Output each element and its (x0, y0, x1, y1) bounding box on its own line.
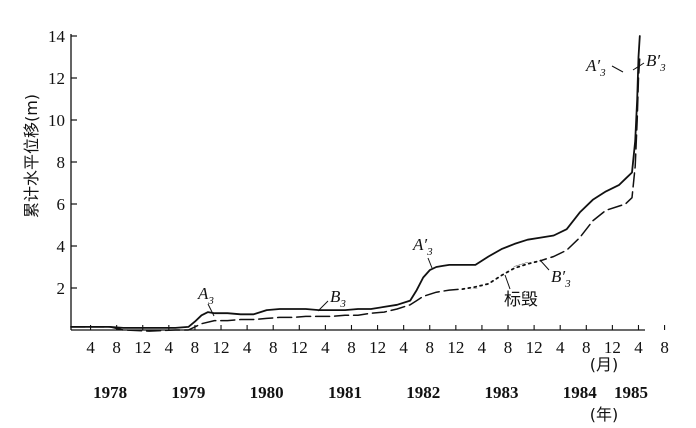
x-tick-label: 4 (634, 338, 643, 357)
x-tick-label: 4 (478, 338, 487, 357)
leader-a3-prime-mid (427, 257, 433, 269)
month-unit-label: (月) (590, 355, 619, 374)
leader-a3 (207, 303, 215, 317)
year-label: 1985 (614, 383, 648, 402)
x-tick-label: 8 (582, 338, 591, 357)
x-tick-label: 4 (86, 338, 95, 357)
x-tick-label: 4 (556, 338, 565, 357)
year-unit-label: (年) (590, 405, 619, 424)
label-b3-prime-mid: B′3 (551, 267, 571, 290)
year-label: 1981 (328, 383, 362, 402)
year-label: 1979 (171, 383, 205, 402)
x-tick-label: 4 (321, 338, 330, 357)
label-b3-prime-top: B′3 (646, 51, 666, 74)
leader-a3-prime-top (611, 65, 624, 73)
series-line-b3 (70, 56, 641, 332)
x-tick-label: 12 (447, 338, 464, 357)
x-tick-label: 4 (399, 338, 408, 357)
label-a3-prime-top: A′3 (585, 56, 606, 79)
x-tick-label: 8 (504, 338, 513, 357)
y-tick-label: 2 (57, 279, 66, 298)
x-tick-label: 12 (213, 338, 230, 357)
x-tick-label: 8 (112, 338, 121, 357)
y-axis-label: 累计水平位移(m) (22, 94, 41, 218)
year-label: 1984 (563, 383, 598, 402)
y-tick-label: 4 (57, 237, 66, 256)
leader-b3-prime-top (632, 62, 645, 71)
label-destroyed: 标毁 (504, 290, 538, 310)
x-tick-label: 4 (243, 338, 252, 357)
label-b3: B3 (330, 287, 346, 310)
series-group (70, 35, 641, 332)
leader-b3-prime-mid (539, 259, 550, 271)
x-tick-label: 4 (165, 338, 174, 357)
x-tick-label: 12 (369, 338, 386, 357)
leader-destroyed (504, 274, 511, 290)
x-tick-label: 8 (269, 338, 278, 357)
label-a3: A3 (197, 284, 214, 307)
y-tick-label: 10 (48, 111, 65, 130)
year-label: 1978 (93, 383, 127, 402)
y-tick-label: 12 (48, 69, 65, 88)
year-label: 1983 (485, 383, 519, 402)
x-tick-label: 12 (291, 338, 308, 357)
y-tick-label: 8 (57, 153, 66, 172)
x-tick-label: 8 (426, 338, 435, 357)
leader-b3 (317, 300, 329, 312)
x-tick-label: 12 (604, 338, 621, 357)
y-tick-label: 14 (48, 27, 66, 46)
series-line-a3 (70, 35, 641, 329)
label-a3-prime-mid: A′3 (412, 235, 433, 258)
x-tick-label: 8 (347, 338, 356, 357)
series-line-b3-destroyed-segment (461, 259, 542, 291)
x-tick-label: 8 (191, 338, 200, 357)
x-tick-label: 8 (660, 338, 669, 357)
annotations: A3 B3 A′3 B′3 标毁 A′3 B′3 (197, 51, 666, 317)
y-tick-label: 6 (57, 195, 66, 214)
x-tick-label: 12 (134, 338, 151, 357)
x-tick-label: 12 (526, 338, 543, 357)
year-label: 1980 (250, 383, 284, 402)
year-label: 1982 (406, 383, 440, 402)
